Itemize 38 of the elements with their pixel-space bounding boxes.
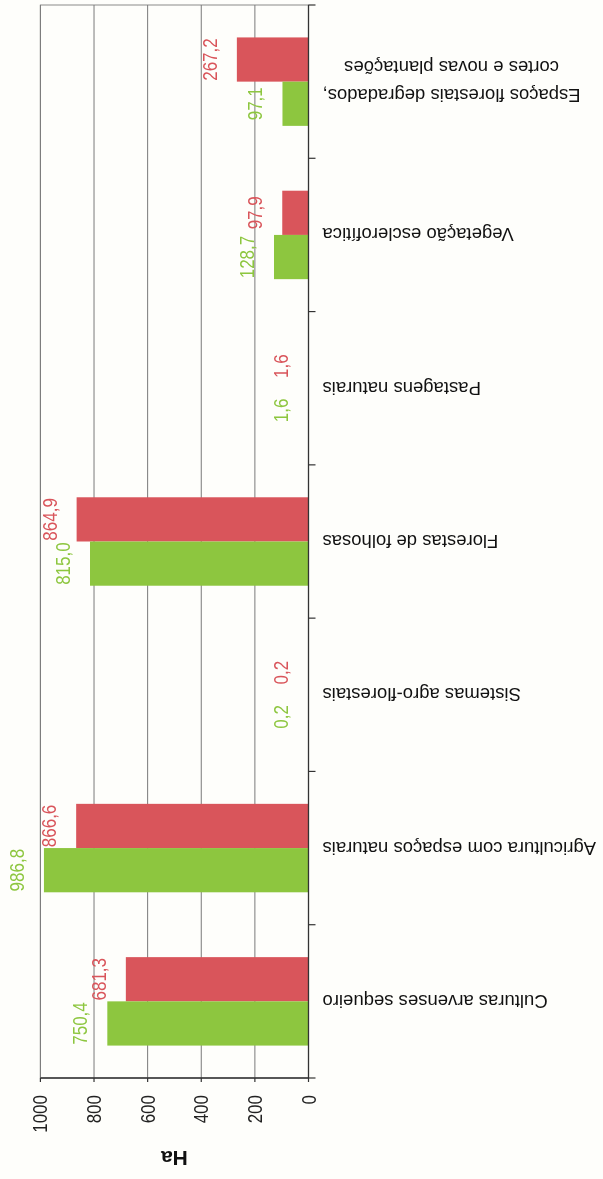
y-tick-label: Vegetação esclerofítica [321,224,514,246]
data-label: 750,4 [69,1002,92,1045]
bar [43,848,309,893]
y-tick-label: Culturas arvenses sequeiro [322,990,548,1012]
bar [125,957,309,1002]
data-label: 128,7 [235,235,259,279]
data-label: 815,0 [51,542,75,585]
bar [282,81,309,126]
y-tick-label: Florestas de folhosas [322,531,499,552]
data-label: 986,8 [5,848,29,892]
y-tick-label: Espaços florestais degradados, cortes e novas plantações [322,56,581,107]
bar [282,190,309,235]
data-label: 1,6 [269,354,293,378]
bar [90,541,309,586]
bar [274,234,309,280]
bar [107,1001,309,1046]
data-label: 0,2 [270,705,293,729]
bar [76,497,309,542]
y-tick-label: Pastagens naturais [322,377,481,399]
data-label: 866,6 [37,804,61,848]
data-label: 97,1 [244,87,267,121]
bar [236,37,309,82]
data-label: 1,6 [269,398,293,423]
data-label: 267,2 [198,38,222,81]
data-label: 864,9 [38,498,61,541]
x-tick-label: 0 [297,1095,320,1105]
bar [76,803,309,849]
data-label: 0,2 [270,660,293,685]
x-tick-label: 200 [243,1095,267,1124]
x-tick-label: 400 [189,1095,213,1124]
x-tick-label: 600 [136,1095,159,1124]
y-tick-label: Sistemas agro-florestais [322,684,521,706]
y-tick-label: Agricultura com espaços naturais [322,837,597,859]
x-tick-label: 1000 [29,1095,52,1133]
data-label: 97,9 [243,196,267,230]
x-tick-label: 800 [82,1095,106,1124]
data-label: 681,3 [87,957,111,1001]
x-axis-title: Ha [160,1146,188,1170]
